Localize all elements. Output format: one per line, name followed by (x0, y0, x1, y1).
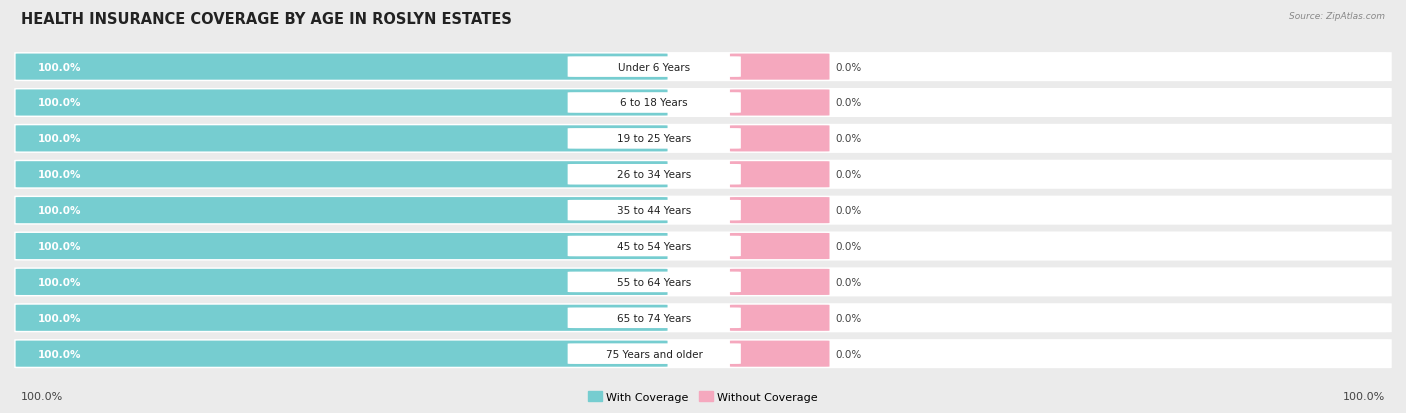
FancyBboxPatch shape (15, 90, 668, 116)
FancyBboxPatch shape (14, 339, 1392, 368)
FancyBboxPatch shape (15, 341, 668, 367)
FancyBboxPatch shape (15, 197, 668, 224)
FancyBboxPatch shape (14, 160, 1392, 189)
Text: 100.0%: 100.0% (38, 98, 82, 108)
FancyBboxPatch shape (568, 200, 741, 221)
Text: 0.0%: 0.0% (835, 170, 862, 180)
FancyBboxPatch shape (568, 344, 741, 364)
Text: 19 to 25 Years: 19 to 25 Years (617, 134, 692, 144)
Text: 100.0%: 100.0% (38, 277, 82, 287)
FancyBboxPatch shape (568, 236, 741, 257)
FancyBboxPatch shape (14, 232, 1392, 261)
FancyBboxPatch shape (15, 269, 668, 295)
Text: 6 to 18 Years: 6 to 18 Years (620, 98, 688, 108)
FancyBboxPatch shape (15, 162, 668, 188)
FancyBboxPatch shape (730, 126, 830, 152)
FancyBboxPatch shape (730, 90, 830, 116)
FancyBboxPatch shape (568, 272, 741, 292)
FancyBboxPatch shape (730, 197, 830, 224)
Text: 100.0%: 100.0% (38, 134, 82, 144)
Text: 45 to 54 Years: 45 to 54 Years (617, 242, 692, 252)
Text: 55 to 64 Years: 55 to 64 Years (617, 277, 692, 287)
FancyBboxPatch shape (730, 233, 830, 259)
FancyBboxPatch shape (568, 308, 741, 328)
FancyBboxPatch shape (14, 304, 1392, 332)
FancyBboxPatch shape (730, 55, 830, 81)
FancyBboxPatch shape (568, 57, 741, 78)
Text: 0.0%: 0.0% (835, 134, 862, 144)
Text: 0.0%: 0.0% (835, 62, 862, 72)
FancyBboxPatch shape (730, 269, 830, 295)
Text: 100.0%: 100.0% (38, 313, 82, 323)
FancyBboxPatch shape (14, 196, 1392, 225)
Text: 100.0%: 100.0% (38, 206, 82, 216)
Text: 0.0%: 0.0% (835, 242, 862, 252)
FancyBboxPatch shape (730, 162, 830, 188)
FancyBboxPatch shape (15, 305, 668, 331)
Legend: With Coverage, Without Coverage: With Coverage, Without Coverage (588, 391, 818, 402)
FancyBboxPatch shape (568, 93, 741, 114)
Text: 0.0%: 0.0% (835, 277, 862, 287)
Text: 100.0%: 100.0% (1343, 392, 1385, 401)
Text: 100.0%: 100.0% (38, 170, 82, 180)
FancyBboxPatch shape (15, 233, 668, 259)
FancyBboxPatch shape (730, 341, 830, 367)
FancyBboxPatch shape (14, 53, 1392, 82)
FancyBboxPatch shape (568, 129, 741, 150)
Text: Source: ZipAtlas.com: Source: ZipAtlas.com (1289, 12, 1385, 21)
FancyBboxPatch shape (15, 55, 668, 81)
Text: 100.0%: 100.0% (38, 349, 82, 359)
FancyBboxPatch shape (730, 305, 830, 331)
Text: 100.0%: 100.0% (38, 62, 82, 72)
FancyBboxPatch shape (15, 126, 668, 152)
Text: 35 to 44 Years: 35 to 44 Years (617, 206, 692, 216)
FancyBboxPatch shape (14, 125, 1392, 154)
Text: 0.0%: 0.0% (835, 98, 862, 108)
Text: 0.0%: 0.0% (835, 313, 862, 323)
Text: 26 to 34 Years: 26 to 34 Years (617, 170, 692, 180)
Text: Under 6 Years: Under 6 Years (619, 62, 690, 72)
Text: 75 Years and older: 75 Years and older (606, 349, 703, 359)
Text: 100.0%: 100.0% (21, 392, 63, 401)
Text: 65 to 74 Years: 65 to 74 Years (617, 313, 692, 323)
Text: 0.0%: 0.0% (835, 206, 862, 216)
FancyBboxPatch shape (568, 164, 741, 185)
Text: HEALTH INSURANCE COVERAGE BY AGE IN ROSLYN ESTATES: HEALTH INSURANCE COVERAGE BY AGE IN ROSL… (21, 12, 512, 27)
Text: 0.0%: 0.0% (835, 349, 862, 359)
FancyBboxPatch shape (14, 89, 1392, 118)
FancyBboxPatch shape (14, 268, 1392, 297)
Text: 100.0%: 100.0% (38, 242, 82, 252)
